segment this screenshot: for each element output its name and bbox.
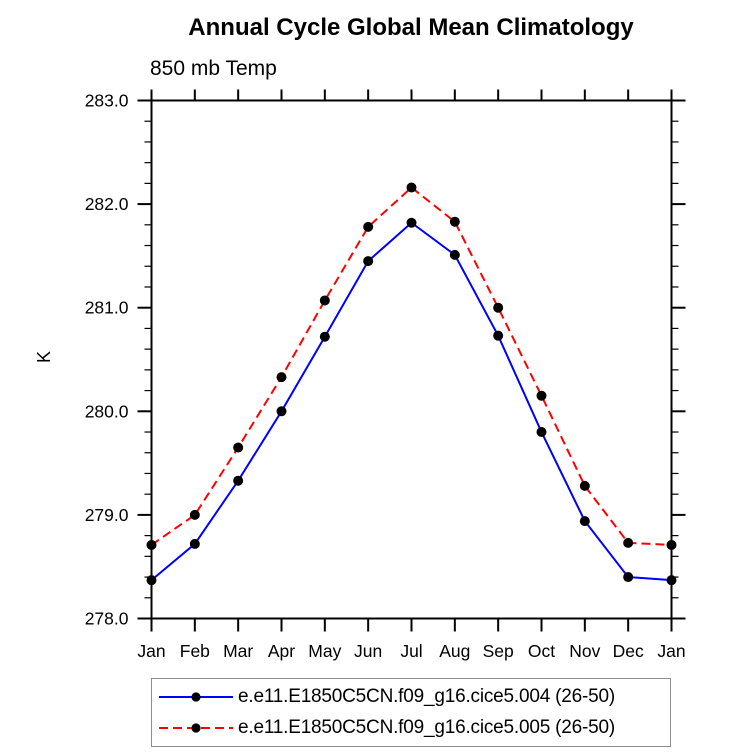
svg-text:Oct: Oct (528, 641, 555, 661)
legend-label-1: e.e11.E1850C5CN.f09_g16.cice5.004 (26-50… (238, 686, 615, 707)
data-point-marker (493, 330, 504, 341)
data-point-marker (623, 572, 634, 583)
svg-text:Mar: Mar (223, 641, 253, 661)
data-point-marker (319, 295, 330, 306)
svg-text:Jan: Jan (137, 641, 165, 661)
legend-line-sample-solid (159, 692, 233, 702)
legend-item-1: e.e11.E1850C5CN.f09_g16.cice5.004 (26-50… (152, 683, 670, 711)
svg-text:Apr: Apr (268, 641, 295, 661)
svg-text:281.0: 281.0 (85, 298, 129, 318)
svg-text:282.0: 282.0 (85, 194, 129, 214)
svg-text:Sep: Sep (483, 641, 514, 661)
data-point-marker (363, 221, 374, 232)
svg-text:Jan: Jan (657, 641, 685, 661)
legend-line-sample-dashed (159, 723, 233, 733)
axis-ticks (137, 89, 686, 632)
data-point-marker (406, 182, 417, 193)
data-point-marker (189, 509, 200, 520)
legend-box: e.e11.E1850C5CN.f09_g16.cice5.004 (26-50… (151, 678, 671, 747)
svg-text:Jun: Jun (354, 641, 382, 661)
data-point-marker (189, 538, 200, 549)
data-point-marker (449, 249, 460, 260)
data-point-marker (363, 256, 374, 267)
data-point-marker (449, 216, 460, 227)
data-point-marker (536, 390, 547, 401)
data-point-marker (276, 372, 287, 383)
svg-text:Jul: Jul (400, 641, 422, 661)
legend-item-2: e.e11.E1850C5CN.f09_g16.cice5.005 (26-50… (152, 714, 670, 742)
data-point-marker (493, 302, 504, 313)
data-point-marker (146, 575, 157, 586)
data-point-marker (276, 406, 287, 417)
data-point-marker (233, 475, 244, 486)
data-point-marker (579, 480, 590, 491)
x-axis-labels: Jan Feb Mar Apr May Jun Jul Aug Sep Oct Nov Dec Jan (137, 641, 685, 661)
data-point-marker (666, 575, 677, 586)
series-line-1 (150, 221, 672, 582)
svg-text:283.0: 283.0 (85, 91, 129, 111)
data-point-marker (666, 539, 677, 550)
svg-text:May: May (308, 641, 341, 661)
chart-subtitle: 850 mb Temp (150, 57, 277, 80)
data-point-marker (146, 539, 157, 550)
data-point-marker (233, 442, 244, 453)
y-axis-title: K (34, 351, 54, 363)
plot-area: K 278.0 279.0 280.0 281.0 282.0 283.0 Jan Feb M… (34, 89, 686, 661)
y-axis-labels: 278.0 279.0 280.0 281.0 282.0 283.0 (85, 91, 129, 629)
svg-text:Dec: Dec (613, 641, 644, 661)
svg-text:Aug: Aug (439, 641, 470, 661)
legend-label-2: e.e11.E1850C5CN.f09_g16.cice5.005 (26-50… (238, 717, 615, 738)
data-point-marker (579, 516, 590, 527)
data-point-marker (406, 217, 417, 228)
series-line-2 (150, 186, 672, 546)
svg-text:278.0: 278.0 (85, 609, 129, 629)
data-point-marker (536, 427, 547, 438)
svg-text:280.0: 280.0 (85, 401, 129, 421)
data-series (146, 182, 677, 586)
svg-text:Nov: Nov (569, 641, 600, 661)
data-point-marker (319, 331, 330, 342)
svg-text:279.0: 279.0 (85, 505, 129, 525)
plot-frame (150, 99, 685, 620)
data-point-marker (623, 537, 634, 548)
chart-title: Annual Cycle Global Mean Climatology (188, 14, 634, 41)
svg-text:Feb: Feb (180, 641, 210, 661)
